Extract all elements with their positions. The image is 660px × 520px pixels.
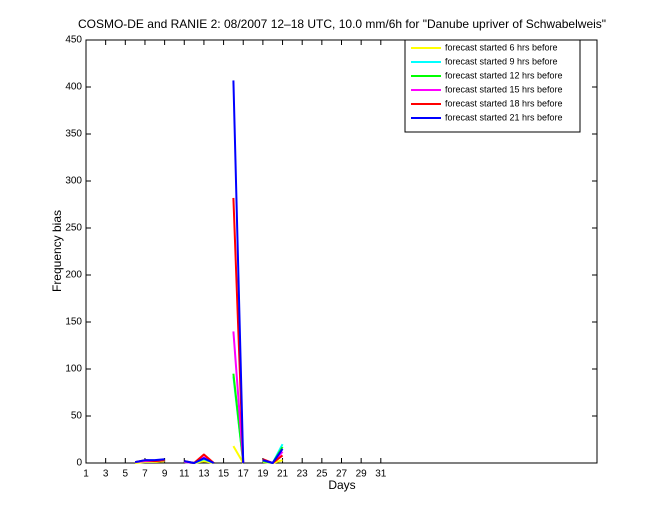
chart-title: COSMO-DE and RANIE 2: 08/2007 12–18 UTC,… [78, 17, 606, 31]
y-tick-label: 350 [65, 129, 82, 140]
x-tick-label: 27 [336, 469, 348, 480]
legend-label: forecast started 15 hrs before [445, 84, 563, 94]
y-tick-label: 50 [71, 411, 83, 422]
x-tick-label: 5 [123, 469, 129, 480]
x-tick-label: 1 [83, 469, 89, 480]
x-tick-label: 29 [356, 469, 368, 480]
y-tick-label: 450 [65, 35, 82, 46]
y-tick-label: 0 [76, 458, 82, 469]
y-tick-label: 300 [65, 176, 82, 187]
y-tick-label: 150 [65, 317, 82, 328]
x-tick-label: 13 [198, 469, 210, 480]
legend-label: forecast started 12 hrs before [445, 70, 563, 80]
x-tick-label: 31 [375, 469, 387, 480]
legend-label: forecast started 9 hrs before [445, 56, 558, 66]
x-tick-label: 11 [179, 469, 190, 480]
x-axis-label: Days [328, 478, 355, 492]
y-axis-label: Frequency bias [50, 210, 64, 292]
legend-label: forecast started 6 hrs before [445, 42, 558, 52]
y-tick-label: 200 [65, 270, 82, 281]
x-tick-label: 15 [218, 469, 230, 480]
x-tick-label: 23 [297, 469, 309, 480]
x-tick-label: 25 [316, 469, 328, 480]
x-tick-label: 3 [103, 469, 109, 480]
x-tick-label: 21 [277, 469, 289, 480]
y-tick-label: 100 [65, 364, 82, 375]
y-tick-label: 400 [65, 82, 82, 93]
x-tick-label: 9 [162, 469, 168, 480]
legend-box [404, 39, 581, 133]
legend-label: forecast started 21 hrs before [445, 112, 563, 122]
y-tick-label: 250 [65, 223, 82, 234]
x-tick-label: 19 [257, 469, 269, 480]
legend-label: forecast started 18 hrs before [445, 98, 563, 108]
x-tick-label: 17 [238, 469, 250, 480]
x-tick-label: 7 [142, 469, 148, 480]
